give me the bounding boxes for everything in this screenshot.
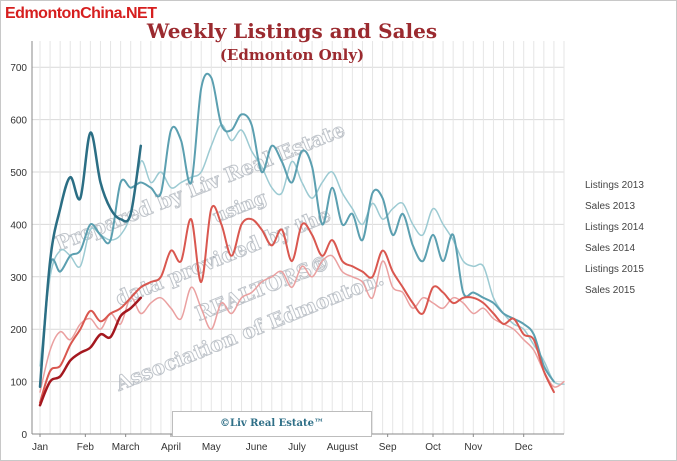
y-tick-label: 0 bbox=[21, 430, 27, 441]
legend-item: Listings 2013 bbox=[585, 175, 644, 196]
y-tick-label: 600 bbox=[10, 116, 27, 127]
site-tag: EdmontonChina.NET bbox=[5, 5, 157, 22]
legend-label: Listings 2014 bbox=[585, 222, 644, 233]
legend-item: Listings 2014 bbox=[585, 217, 644, 238]
legend: Listings 2013 Sales 2013 Listings 2014 Sale… bbox=[585, 175, 644, 301]
series-lines bbox=[38, 72, 565, 407]
y-tick-label: 100 bbox=[10, 378, 27, 389]
series-line-listings-2013 bbox=[39, 124, 565, 385]
grid bbox=[32, 41, 565, 435]
y-tick-label: 700 bbox=[10, 63, 27, 74]
legend-item: Listings 2015 bbox=[585, 259, 644, 280]
legend-label: Sales 2013 bbox=[585, 201, 636, 212]
series-line-sales-2014 bbox=[39, 204, 555, 404]
chart-title: Weekly Listings and Sales bbox=[146, 19, 438, 43]
y-tick-label: 200 bbox=[10, 325, 27, 336]
credit-box: ©Liv Real Estate™ bbox=[172, 411, 372, 437]
legend-label: Sales 2014 bbox=[585, 243, 636, 254]
credit-label: ©Liv Real Estate™ bbox=[220, 418, 324, 429]
x-tick-label: Jan bbox=[32, 442, 48, 453]
legend-item: Sales 2014 bbox=[585, 238, 644, 259]
chart-subtitle: (Edmonton Only) bbox=[219, 46, 365, 64]
x-tick-label: Oct bbox=[425, 442, 441, 453]
y-tick-label: 300 bbox=[10, 273, 27, 284]
legend-label: Listings 2013 bbox=[585, 180, 644, 191]
y-tick-label: 500 bbox=[10, 168, 27, 179]
x-tick-label: Nov bbox=[464, 442, 482, 453]
x-tick-label: April bbox=[161, 442, 181, 453]
x-tick-label: Feb bbox=[77, 442, 95, 453]
x-tick-label: May bbox=[202, 442, 221, 453]
series-line-sales-2013 bbox=[39, 254, 565, 393]
legend-label: Sales 2015 bbox=[585, 285, 636, 296]
x-tick-label: Dec bbox=[515, 442, 533, 453]
x-tick-label: July bbox=[288, 442, 306, 453]
series-line-listings-2015 bbox=[38, 131, 143, 389]
x-tick-label: Sep bbox=[379, 442, 397, 453]
legend-item: Sales 2013 bbox=[585, 196, 644, 217]
series-line-sales-2015 bbox=[38, 296, 143, 407]
y-tick-label: 400 bbox=[10, 220, 27, 231]
legend-label: Listings 2015 bbox=[585, 264, 644, 275]
x-tick-label: June bbox=[246, 442, 268, 453]
x-tick-label: August bbox=[327, 442, 358, 453]
x-tick-label: March bbox=[112, 442, 140, 453]
legend-item: Sales 2015 bbox=[585, 280, 644, 301]
